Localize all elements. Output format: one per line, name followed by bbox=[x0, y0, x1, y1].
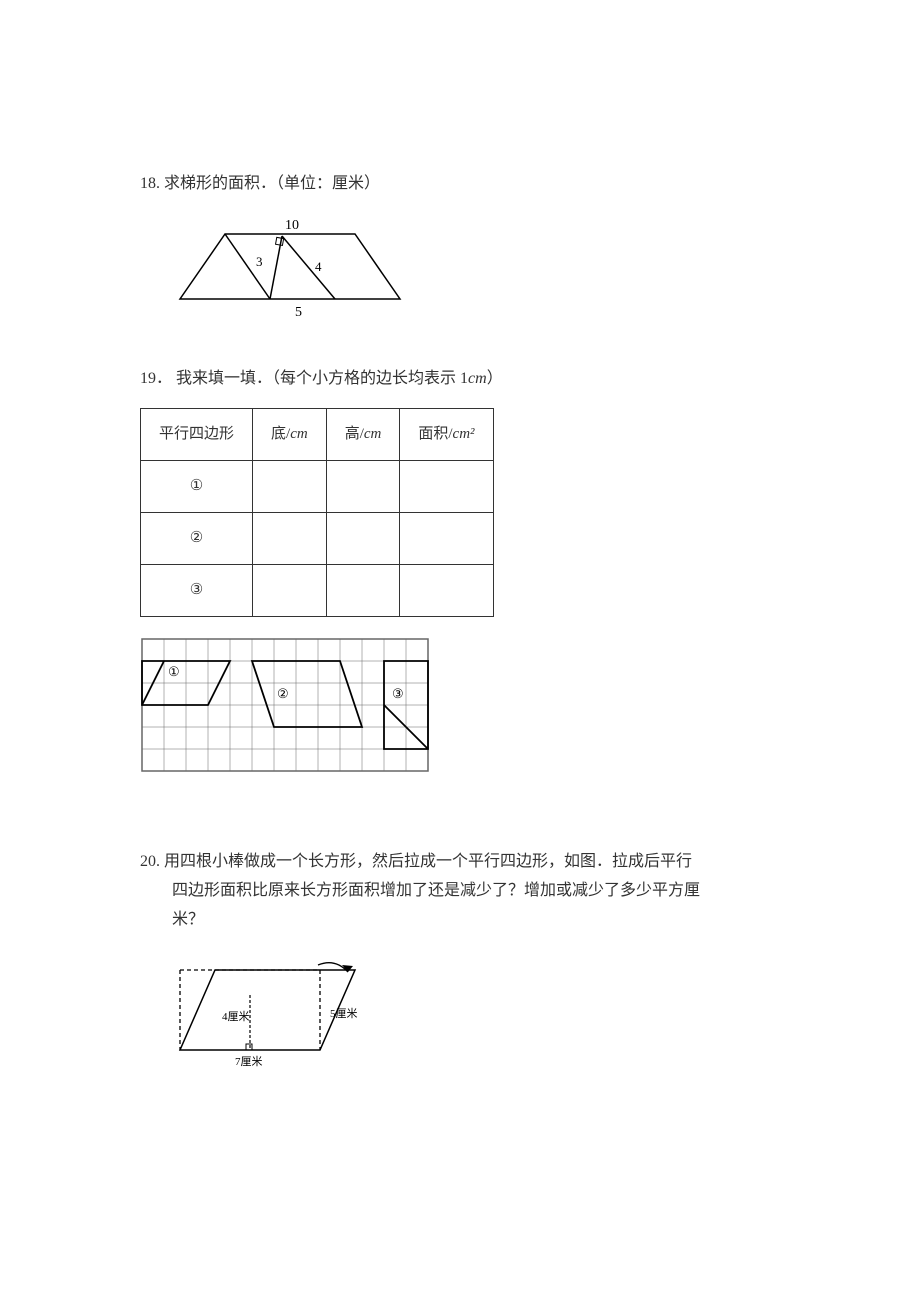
row2-label: ② bbox=[141, 513, 253, 565]
grid-svg: ① ② ③ bbox=[140, 637, 440, 787]
table-row: ② bbox=[141, 513, 494, 565]
header-height: 高/cm bbox=[326, 409, 400, 461]
table-row: ① bbox=[141, 461, 494, 513]
parallelogram-figure: 4厘米 5厘米 7厘米 bbox=[160, 950, 780, 1101]
question-20-text: 20. 用四根小棒做成一个长方形，然后拉成一个平行四边形，如图．拉成后平行 四边… bbox=[140, 848, 780, 934]
trapezoid-figure: 10 3 4 5 bbox=[160, 214, 780, 335]
q20-line2: 四边形面积比原来长方形面积增加了还是减少了？增加或减少了多少平方厘 bbox=[140, 877, 780, 906]
inner-line-left bbox=[225, 234, 270, 299]
trapezoid-outer bbox=[180, 234, 400, 299]
parallelogram-svg: 4厘米 5厘米 7厘米 bbox=[160, 950, 380, 1090]
empty-cell bbox=[326, 565, 400, 617]
q20-line3: 米？ bbox=[140, 906, 780, 935]
header-base: 底/cm bbox=[253, 409, 327, 461]
header-area: 面积/cm² bbox=[400, 409, 493, 461]
table-header-row: 平行四边形 底/cm 高/cm 面积/cm² bbox=[141, 409, 494, 461]
header-shape: 平行四边形 bbox=[141, 409, 253, 461]
empty-cell bbox=[326, 461, 400, 513]
q18-text: 求梯形的面积．（单位：厘米） bbox=[164, 175, 380, 192]
question-19-text: 19． 我来填一填．（每个小方格的边长均表示 1cm） bbox=[140, 365, 780, 394]
label-top: 10 bbox=[285, 218, 299, 233]
parallelogram-shape bbox=[180, 970, 355, 1050]
shape-2 bbox=[252, 661, 362, 727]
q19-text: 我来填一填．（每个小方格的边长均表示 1 bbox=[176, 370, 468, 387]
table-row: ③ bbox=[141, 565, 494, 617]
row3-label: ③ bbox=[141, 565, 253, 617]
row1-label: ① bbox=[141, 461, 253, 513]
label-left-inner: 3 bbox=[256, 254, 263, 269]
label-right: 5厘米 bbox=[330, 1007, 358, 1020]
empty-cell bbox=[400, 565, 493, 617]
q19-table: 平行四边形 底/cm 高/cm 面积/cm² ① ② ③ bbox=[140, 408, 494, 617]
question-18: 18. 求梯形的面积．（单位：厘米） 10 3 4 5 bbox=[140, 170, 780, 335]
question-19: 19． 我来填一填．（每个小方格的边长均表示 1cm） 平行四边形 底/cm 高… bbox=[140, 365, 780, 799]
q19-number: 19． bbox=[140, 370, 172, 387]
q18-number: 18. bbox=[140, 175, 160, 192]
empty-cell bbox=[253, 461, 327, 513]
label-shape-1: ① bbox=[168, 664, 180, 679]
label-bottom: 7厘米 bbox=[235, 1055, 263, 1068]
q20-line1: 20. 用四根小棒做成一个长方形，然后拉成一个平行四边形，如图．拉成后平行 bbox=[140, 848, 780, 877]
empty-cell bbox=[400, 513, 493, 565]
right-angle-mark bbox=[276, 237, 284, 245]
question-18-text: 18. 求梯形的面积．（单位：厘米） bbox=[140, 170, 780, 199]
label-shape-3: ③ bbox=[392, 686, 404, 701]
q20-number: 20. bbox=[140, 853, 160, 870]
right-angle-small bbox=[246, 1044, 252, 1050]
q19-closing: ） bbox=[487, 370, 503, 387]
q19-unit: cm bbox=[468, 370, 487, 387]
trapezoid-svg: 10 3 4 5 bbox=[160, 214, 420, 324]
grid-figure: ① ② ③ bbox=[140, 637, 780, 798]
label-shape-2: ② bbox=[277, 686, 289, 701]
empty-cell bbox=[253, 513, 327, 565]
label-right-inner: 4 bbox=[315, 259, 322, 274]
label-height: 4厘米 bbox=[222, 1010, 250, 1023]
question-20: 20. 用四根小棒做成一个长方形，然后拉成一个平行四边形，如图．拉成后平行 四边… bbox=[140, 848, 780, 1100]
inner-line-right bbox=[282, 236, 335, 299]
empty-cell bbox=[253, 565, 327, 617]
label-bottom: 5 bbox=[295, 305, 302, 320]
empty-cell bbox=[326, 513, 400, 565]
empty-cell bbox=[400, 461, 493, 513]
